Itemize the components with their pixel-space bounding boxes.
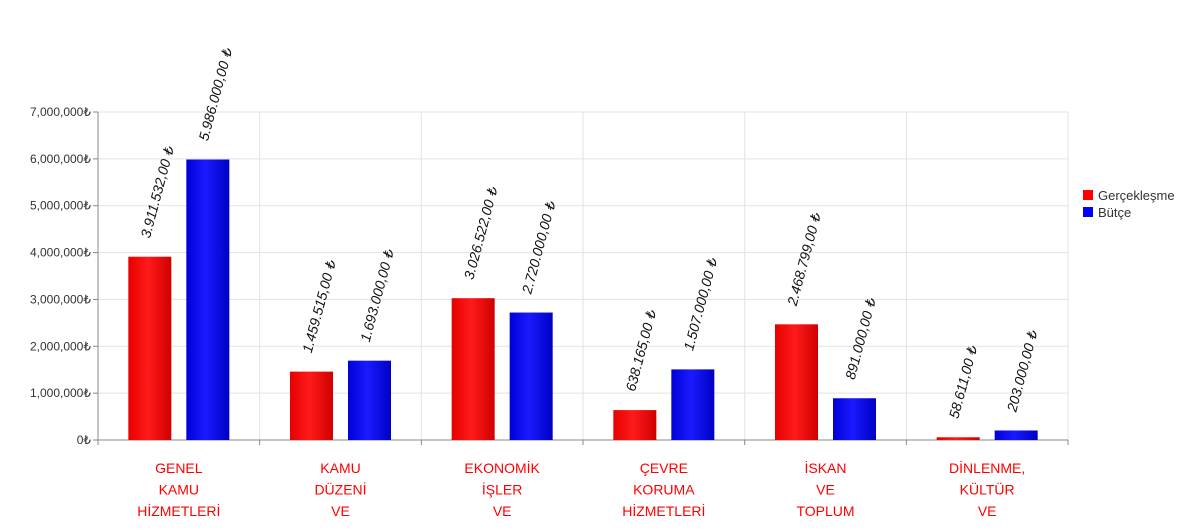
data-label: 203.000,00 ₺ [1003,328,1040,414]
legend-label: Gerçekleşme [1098,188,1175,203]
legend: Gerçekleşme Bütçe [1083,188,1175,220]
bars [128,159,1038,441]
y-tick-label: 1,000,000₺ [30,386,91,400]
bar-gerceklesme [936,437,980,440]
bar-gerceklesme [775,324,818,440]
bar-gerceklesme [613,410,657,440]
data-label: 2.720.000,00 ₺ [518,199,558,296]
data-label: 2.468.799,00 ₺ [784,211,824,308]
data-label: 58.611,00 ₺ [946,343,981,420]
bar-butce [671,369,715,440]
bar-butce [833,398,876,440]
data-label: 5.986.000,00 ₺ [195,46,235,143]
data-label: 638.165,00 ₺ [622,308,659,393]
y-tick-label: 3,000,000₺ [30,292,91,306]
gridlines [98,111,1069,441]
bar-gerceklesme [128,256,172,440]
data-label: 1.507.000,00 ₺ [680,256,720,353]
legend-swatch [1083,190,1093,200]
data-label: 3.026.522,00 ₺ [461,184,501,281]
data-label: 891.000,00 ₺ [842,296,879,381]
axes: 0₺ 1,000,000₺ 2,000,000₺ 3,000,000₺ 4,000,00… [30,105,1069,447]
y-tick-label: 0₺ [77,433,92,447]
x-category-label: İSKAN VE TOPLUM [796,459,854,519]
y-tick-label: 4,000,000₺ [30,246,91,260]
bar-gerceklesme [451,298,495,440]
data-label: 3.911.532,00 ₺ [137,144,177,240]
legend-swatch [1083,207,1093,217]
x-category-label: DİNLENME, KÜLTÜR VE [949,459,1025,519]
y-tick-label: 6,000,000₺ [30,152,91,166]
x-category-label: ÇEVRE KORUMA HİZMETLERİ [622,460,705,519]
data-labels: 3.911.532,00 ₺ 1.459.515,00 ₺ 3.026.522,00… [137,46,1041,420]
y-tick-label: 7,000,000₺ [30,105,91,119]
data-label: 1.459.515,00 ₺ [299,258,339,355]
bar-butce [348,360,391,440]
category-labels: GENEL KAMU HİZMETLERİ KAMU DÜZENİ VE EKONOMİK İ… [137,459,1025,519]
data-label: 1.693.000,00 ₺ [357,247,397,344]
x-category-label: KAMU DÜZENİ VE [314,460,366,519]
legend-label: Bütçe [1098,205,1131,220]
bar-butce [509,312,553,440]
y-tick-label: 2,000,000₺ [30,339,91,353]
x-category-label: EKONOMİK İŞLER VE [464,459,540,519]
x-category-label: GENEL KAMU HİZMETLERİ [137,460,220,519]
bar-gerceklesme [290,371,333,440]
y-tick-label: 5,000,000₺ [30,199,91,213]
bar-butce [994,430,1038,440]
bar-butce [186,159,230,441]
